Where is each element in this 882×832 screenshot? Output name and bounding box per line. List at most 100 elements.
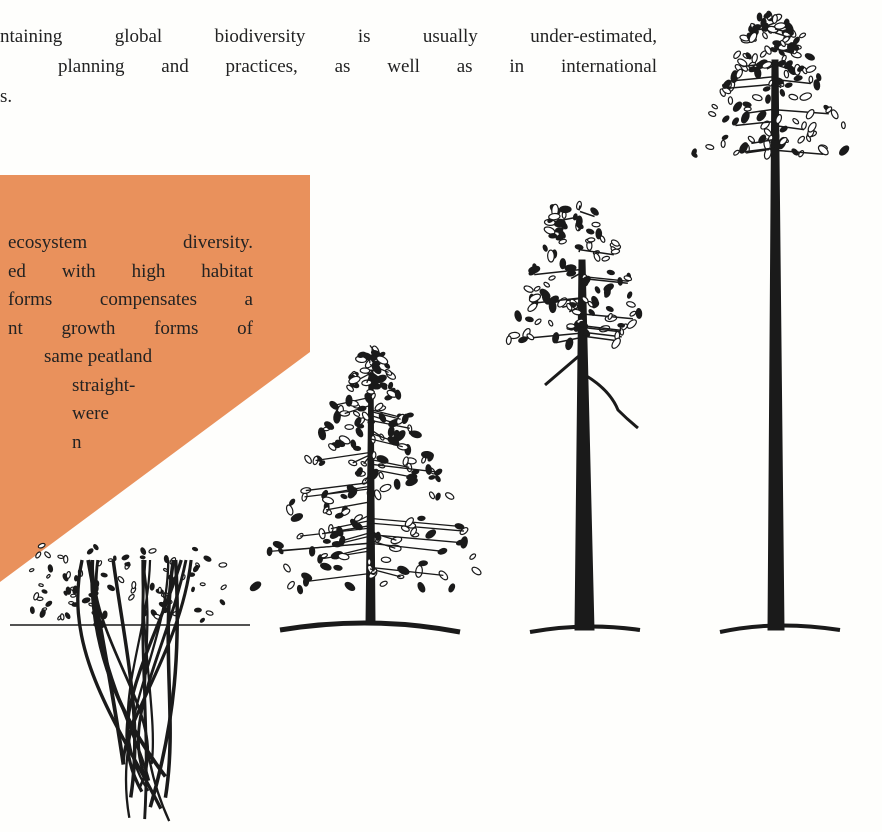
leaf [395, 390, 402, 400]
leaf [757, 13, 761, 21]
twig [281, 543, 370, 551]
leaf [107, 584, 116, 591]
leaf [46, 574, 50, 579]
leaf [705, 144, 714, 150]
leaf [101, 573, 108, 578]
leaf [594, 286, 600, 294]
leaf [200, 618, 205, 623]
leaf [45, 600, 52, 607]
leaf [426, 464, 432, 474]
leaf [48, 564, 53, 572]
leaf [762, 32, 769, 40]
leaf [740, 111, 751, 124]
leaf [346, 395, 352, 406]
leaf [29, 568, 34, 572]
leaf [565, 265, 576, 271]
leaf [599, 235, 605, 243]
leaf [813, 79, 820, 90]
leaf [618, 277, 623, 285]
leaf [586, 228, 595, 234]
leaf [601, 256, 610, 262]
leaf [220, 584, 227, 590]
leaf [809, 76, 813, 83]
leaf [791, 148, 799, 156]
leaf [759, 120, 770, 131]
illustration [0, 0, 882, 832]
leaf [30, 607, 34, 614]
leaf [297, 585, 303, 594]
leaf [140, 556, 145, 559]
leaf [607, 270, 615, 275]
leaf [323, 539, 330, 543]
leaf [193, 565, 200, 573]
leaf [711, 104, 718, 110]
leaf [303, 454, 312, 464]
leaf [60, 614, 64, 620]
leaf [353, 513, 363, 522]
leaf [752, 94, 763, 102]
leaf [128, 594, 135, 602]
leaf [338, 553, 350, 561]
leaf [444, 491, 454, 500]
leaf [71, 594, 77, 597]
leaf [340, 494, 347, 500]
leaf [417, 582, 426, 594]
leaf [192, 547, 198, 551]
leaf [42, 589, 48, 594]
text-line: forms compensates a [8, 289, 253, 311]
leaf [418, 516, 425, 520]
leaf [518, 336, 528, 344]
ground-tuft [280, 623, 460, 632]
leaf [87, 548, 94, 555]
leaf [200, 583, 205, 586]
leaf [772, 14, 778, 23]
trunk [366, 370, 375, 625]
leaf [567, 324, 575, 329]
leaf [448, 583, 456, 593]
twig [306, 574, 370, 582]
leaf [549, 234, 557, 239]
leaf [460, 536, 468, 548]
leaf [627, 291, 633, 298]
leaf [784, 70, 789, 78]
leaf [743, 101, 752, 107]
leaf [429, 475, 436, 480]
leaf [353, 446, 360, 451]
leaf [506, 336, 512, 345]
leaf [360, 368, 370, 374]
leaf [344, 581, 356, 592]
leaf [732, 101, 743, 113]
twig [775, 126, 804, 130]
leaf [744, 107, 751, 111]
leaf [117, 576, 125, 584]
leaf [543, 281, 550, 288]
leaf [333, 411, 340, 423]
leaf [322, 496, 334, 505]
leaf [285, 504, 294, 516]
leaf [728, 97, 733, 105]
leaf [626, 301, 636, 308]
leaf [381, 557, 391, 563]
leaf [435, 493, 441, 501]
leaf [320, 562, 332, 571]
text-line: straight- [72, 375, 140, 397]
branch [545, 355, 580, 385]
leaf [132, 581, 137, 588]
branch [585, 375, 638, 428]
leaf [841, 122, 845, 129]
leaf [140, 547, 147, 555]
leaf [560, 206, 571, 212]
leaf [765, 95, 771, 104]
leaf [367, 559, 371, 565]
leaf [368, 420, 375, 425]
leaf [206, 610, 214, 616]
leaf [66, 571, 71, 579]
leaf [778, 136, 788, 146]
leaf [249, 580, 262, 592]
leaf [547, 250, 554, 262]
leaf [534, 318, 542, 325]
leaf [289, 498, 296, 506]
leaf [148, 548, 156, 554]
leaf [735, 68, 744, 79]
leaf [378, 472, 384, 480]
